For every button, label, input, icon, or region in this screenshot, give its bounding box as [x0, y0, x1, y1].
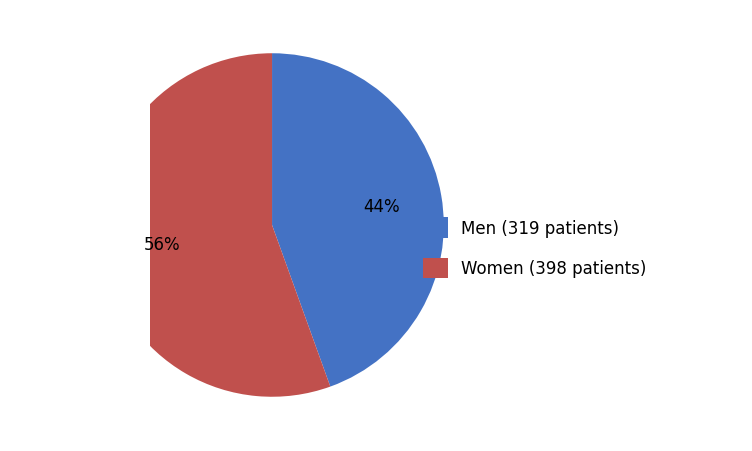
- Wedge shape: [272, 54, 444, 387]
- Legend: Men (319 patients), Women (398 patients): Men (319 patients), Women (398 patients): [416, 211, 653, 285]
- Text: 56%: 56%: [144, 236, 180, 253]
- Text: 44%: 44%: [364, 198, 400, 215]
- Wedge shape: [100, 54, 330, 397]
